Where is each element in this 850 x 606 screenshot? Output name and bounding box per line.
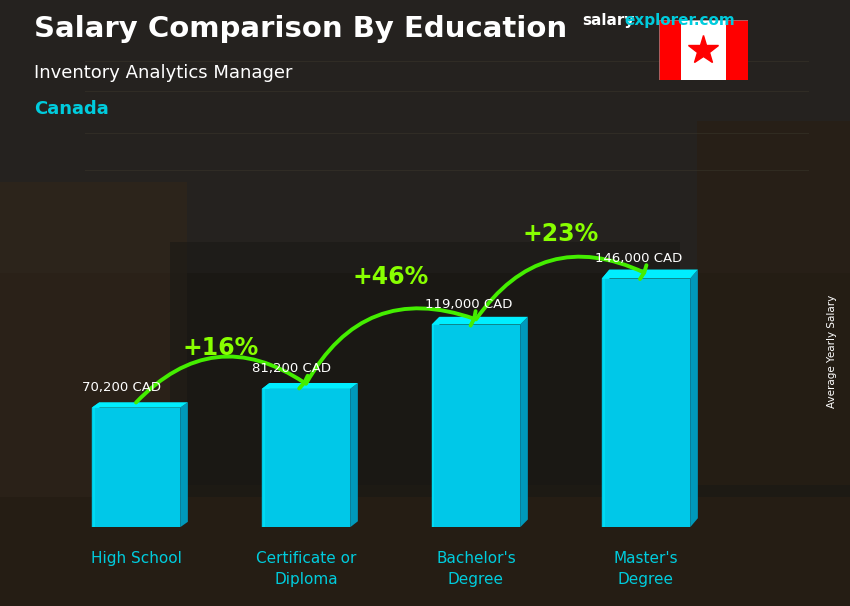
Polygon shape	[262, 383, 358, 389]
Polygon shape	[180, 402, 188, 527]
Text: Certificate or
Diploma: Certificate or Diploma	[256, 551, 356, 587]
Polygon shape	[262, 389, 350, 527]
Polygon shape	[432, 317, 439, 527]
Polygon shape	[92, 408, 180, 527]
Polygon shape	[350, 383, 358, 527]
Bar	[697, 121, 850, 485]
Bar	[170, 242, 680, 485]
Text: 70,200 CAD: 70,200 CAD	[82, 381, 161, 394]
Text: +16%: +16%	[183, 336, 259, 360]
Bar	[659, 20, 681, 80]
Polygon shape	[602, 279, 690, 527]
Bar	[0, 497, 850, 606]
Text: Bachelor's
Degree: Bachelor's Degree	[436, 551, 516, 587]
Text: Canada: Canada	[34, 100, 109, 118]
Text: High School: High School	[91, 551, 181, 566]
Text: Salary Comparison By Education: Salary Comparison By Education	[34, 15, 567, 43]
Polygon shape	[432, 317, 528, 325]
Text: 119,000 CAD: 119,000 CAD	[425, 298, 513, 311]
Text: +46%: +46%	[353, 265, 429, 289]
Polygon shape	[92, 402, 188, 408]
Polygon shape	[690, 270, 698, 527]
Text: 81,200 CAD: 81,200 CAD	[252, 362, 331, 375]
Bar	[0, 182, 187, 515]
Text: Master's
Degree: Master's Degree	[614, 551, 678, 587]
Bar	[726, 20, 748, 80]
Text: Average Yearly Salary: Average Yearly Salary	[827, 295, 837, 408]
Polygon shape	[92, 402, 99, 527]
Polygon shape	[602, 270, 698, 279]
Bar	[0, 0, 850, 273]
Text: +23%: +23%	[523, 222, 599, 246]
Text: 146,000 CAD: 146,000 CAD	[595, 252, 683, 265]
Polygon shape	[432, 325, 520, 527]
Text: Inventory Analytics Manager: Inventory Analytics Manager	[34, 64, 292, 82]
Text: explorer.com: explorer.com	[624, 13, 734, 28]
Polygon shape	[520, 317, 528, 527]
Polygon shape	[262, 383, 269, 527]
Text: salary: salary	[582, 13, 635, 28]
Polygon shape	[602, 270, 609, 527]
